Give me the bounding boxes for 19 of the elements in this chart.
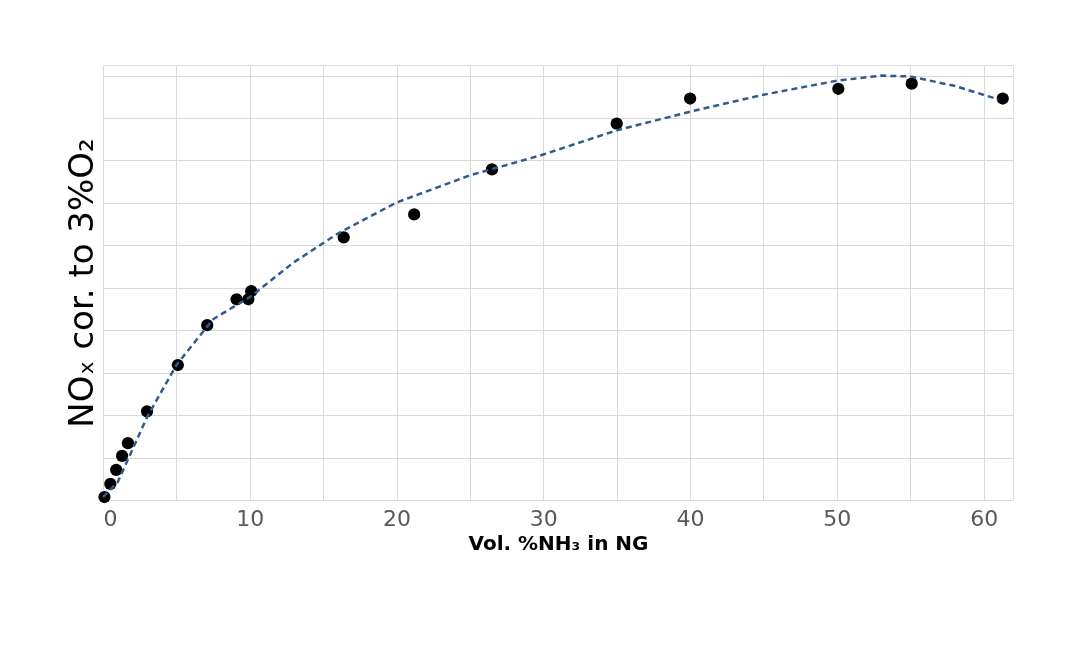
point xyxy=(115,449,129,462)
point xyxy=(996,92,1009,105)
x-tick-label: 50 xyxy=(823,505,852,531)
x-tick-label: 60 xyxy=(970,505,999,531)
y-axis-title: NOₓ cor. to 3%O₂ xyxy=(60,138,101,428)
point xyxy=(110,463,123,476)
point xyxy=(610,117,623,130)
x-tick-label: 30 xyxy=(529,505,558,531)
x-axis-title: Vol. %NH₃ in NG xyxy=(468,530,649,555)
point xyxy=(683,92,697,105)
point xyxy=(832,82,845,95)
point xyxy=(408,208,421,221)
point xyxy=(121,437,135,450)
point xyxy=(337,231,350,244)
x-tick-label: 10 xyxy=(236,505,265,531)
point xyxy=(905,77,918,90)
x-tick-label: 20 xyxy=(383,505,412,531)
x-tick-label: 0 xyxy=(103,505,118,531)
x-tick-label: 40 xyxy=(676,505,705,531)
